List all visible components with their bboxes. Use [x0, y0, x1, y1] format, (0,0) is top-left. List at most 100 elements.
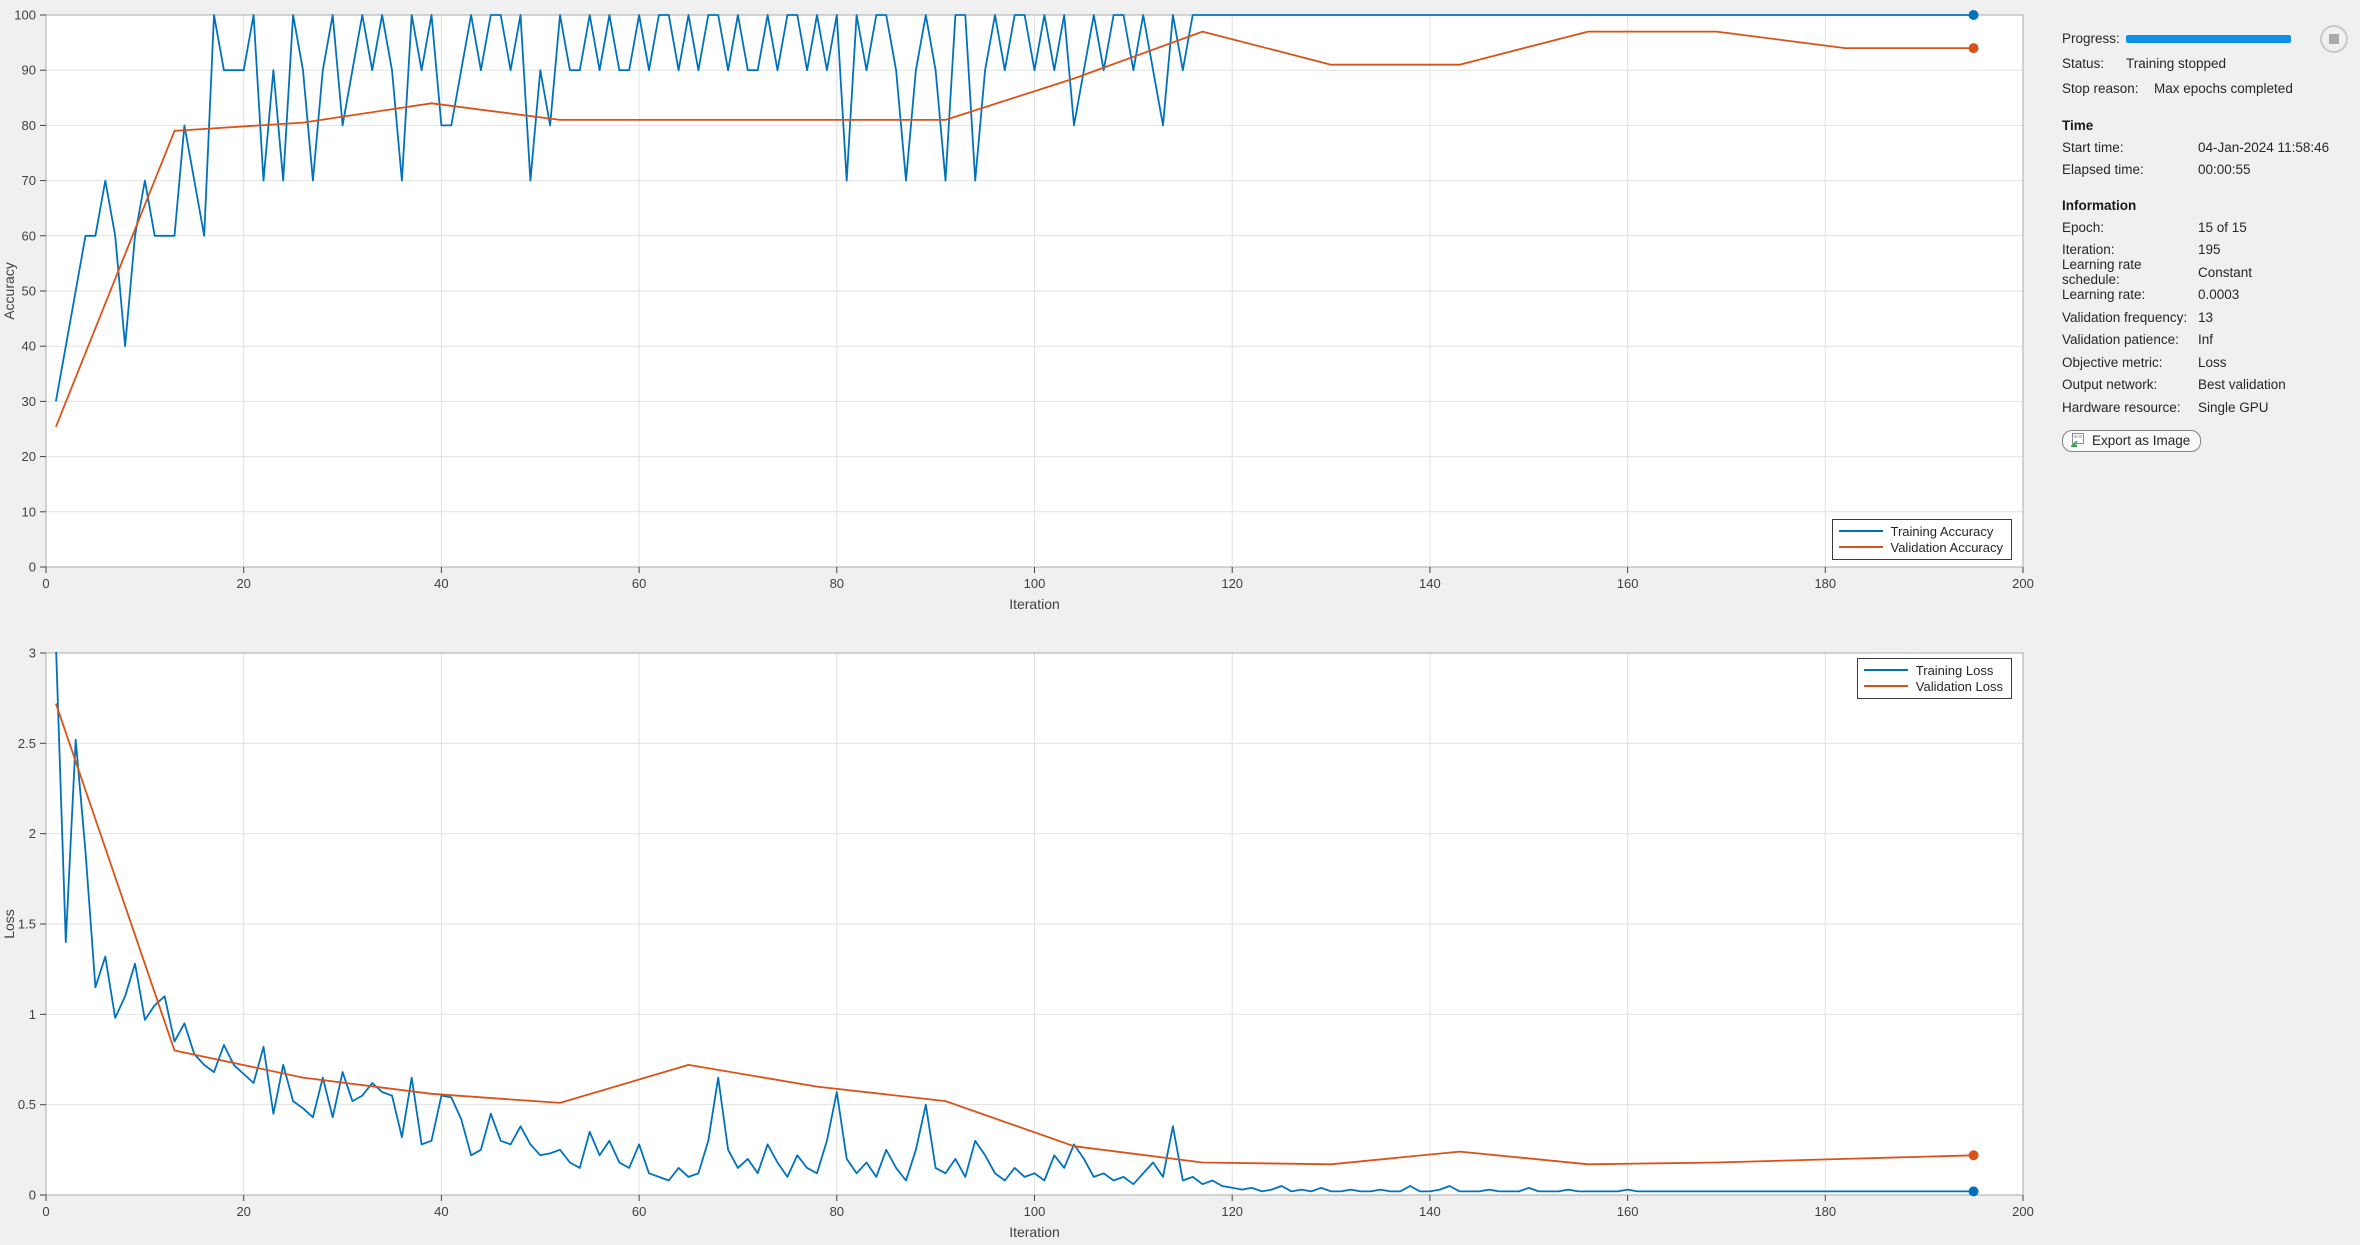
svg-text:60: 60: [632, 1204, 646, 1219]
stop-icon: [2329, 33, 2339, 44]
svg-text:2: 2: [29, 826, 36, 841]
stop-button[interactable]: [2320, 24, 2348, 53]
legend-label: Training Loss: [1915, 662, 1994, 678]
svg-text:200: 200: [2012, 576, 2034, 591]
svg-text:60: 60: [22, 228, 36, 243]
info-label: Hardware resource:: [2062, 399, 2181, 415]
info-value: 13: [2198, 309, 2214, 325]
info-row: Iteration: 195: [2062, 239, 2350, 262]
svg-text:40: 40: [434, 576, 448, 591]
panel-section: Information Epoch: 15 of 15 Iteration: 1…: [2062, 194, 2350, 419]
svg-text:50: 50: [22, 284, 36, 299]
svg-text:30: 30: [22, 394, 36, 409]
svg-text:160: 160: [1617, 576, 1639, 591]
section-rows: Start time: 04-Jan-2024 11:58:46 Elapsed…: [2062, 136, 2350, 181]
svg-text:Iteration: Iteration: [1009, 1224, 1060, 1240]
info-row: Validation frequency: 13: [2062, 306, 2350, 329]
svg-text:0: 0: [29, 560, 36, 575]
section-rows: Epoch: 15 of 15 Iteration: 195 Learning …: [2062, 216, 2350, 419]
info-value: 00:00:55: [2198, 162, 2251, 178]
svg-text:Loss: Loss: [1, 909, 17, 939]
info-label: Output network:: [2062, 377, 2158, 393]
info-row: Hardware resource: Single GPU: [2062, 396, 2350, 419]
svg-text:120: 120: [1221, 576, 1243, 591]
info-value: Best validation: [2198, 377, 2286, 393]
svg-text:70: 70: [22, 173, 36, 188]
panel-sections: Time Start time: 04-Jan-2024 11:58:46 El…: [2062, 114, 2350, 419]
info-row: Output network: Best validation: [2062, 374, 2350, 397]
svg-text:20: 20: [236, 576, 250, 591]
svg-text:80: 80: [22, 118, 36, 133]
svg-text:40: 40: [22, 339, 36, 354]
accuracy-chart: 0 20 40 60 80 100 120 140 160 180 200 0 10 20 30 40 50 60…: [0, 0, 2052, 625]
svg-text:1.5: 1.5: [18, 917, 36, 932]
info-label: Validation patience:: [2062, 332, 2179, 348]
export-as-image-button[interactable]: Export as Image: [2062, 429, 2202, 452]
svg-text:0: 0: [42, 576, 49, 591]
info-row: Objective metric: Loss: [2062, 351, 2350, 374]
progress-label: Progress:: [2062, 31, 2120, 46]
svg-text:Accuracy: Accuracy: [1, 262, 17, 320]
svg-text:0.5: 0.5: [18, 1097, 36, 1112]
stop-reason-row: Stop reason: Max epochs completed: [2062, 76, 2350, 101]
legend-line-sample: [1838, 530, 1883, 532]
svg-text:140: 140: [1419, 1204, 1441, 1219]
legend-line-sample: [1863, 669, 1908, 671]
info-row: Start time: 04-Jan-2024 11:58:46: [2062, 136, 2350, 159]
info-label: Iteration:: [2062, 242, 2115, 258]
info-row: Learning rate schedule: Constant: [2062, 257, 2350, 287]
section-title: Information: [2062, 197, 2137, 213]
export-button-label: Export as Image: [2092, 432, 2191, 448]
status-label: Status:: [2062, 56, 2105, 71]
svg-text:60: 60: [632, 576, 646, 591]
svg-text:Iteration: Iteration: [1009, 596, 1060, 612]
info-value: Inf: [2198, 332, 2214, 348]
svg-text:20: 20: [236, 1204, 250, 1219]
info-label: Objective metric:: [2062, 354, 2163, 370]
info-value: 15 of 15: [2198, 219, 2247, 235]
accuracy-legend: Training Accuracy Validation Accuracy: [1831, 519, 2012, 560]
svg-text:40: 40: [434, 1204, 448, 1219]
loss-chart: 0 20 40 60 80 100 120 140 160 180 200 0 0.5 1 1.5 2 2.5 3…: [0, 630, 2052, 1241]
svg-text:100: 100: [1024, 576, 1046, 591]
svg-text:0: 0: [42, 1204, 49, 1219]
legend-label: Validation Loss: [1915, 678, 2003, 694]
svg-text:100: 100: [1024, 1204, 1046, 1219]
loss-plot: 0 20 40 60 80 100 120 140 160 180 200 0 0.5 1 1.5 2 2.5 3…: [1, 646, 2034, 1241]
info-value: 0.0003: [2198, 287, 2240, 303]
export-image-icon: [2071, 432, 2084, 447]
svg-text:140: 140: [1419, 576, 1441, 591]
svg-text:200: 200: [2012, 1204, 2034, 1219]
panel-section: Time Start time: 04-Jan-2024 11:58:46 El…: [2062, 114, 2350, 181]
stop-reason-label: Stop reason:: [2062, 81, 2139, 96]
svg-text:80: 80: [830, 1204, 844, 1219]
info-value: Constant: [2198, 264, 2253, 280]
info-value: 04-Jan-2024 11:58:46: [2198, 139, 2330, 155]
svg-text:180: 180: [1814, 576, 1836, 591]
progress-bar: [2126, 35, 2291, 43]
legend-line-sample: [1838, 546, 1883, 548]
svg-text:20: 20: [22, 449, 36, 464]
training-progress-panel: Progress: Status: Training stopped Stop …: [2052, 0, 2360, 1240]
legend-entry: Training Accuracy: [1838, 523, 2004, 539]
legend-entry: Training Loss: [1863, 662, 2003, 678]
svg-text:80: 80: [830, 576, 844, 591]
info-row: Epoch: 15 of 15: [2062, 216, 2350, 239]
loss-legend: Training Loss Validation Loss: [1856, 658, 2012, 699]
info-label: Epoch:: [2062, 219, 2105, 235]
progress-bar-fill: [2126, 35, 2291, 43]
svg-text:0: 0: [29, 1188, 36, 1203]
info-row: Learning rate: 0.0003: [2062, 284, 2350, 307]
legend-line-sample: [1863, 685, 1908, 687]
legend-label: Validation Accuracy: [1890, 539, 2004, 555]
legend-entry: Validation Loss: [1863, 678, 2003, 694]
info-value: 195: [2198, 242, 2221, 258]
info-label: Learning rate schedule:: [2062, 257, 2142, 288]
svg-text:2.5: 2.5: [18, 736, 36, 751]
svg-text:180: 180: [1814, 1204, 1836, 1219]
info-row: Validation patience: Inf: [2062, 329, 2350, 352]
svg-text:90: 90: [22, 63, 36, 78]
legend-label: Training Accuracy: [1890, 523, 1994, 539]
svg-text:3: 3: [29, 646, 36, 661]
